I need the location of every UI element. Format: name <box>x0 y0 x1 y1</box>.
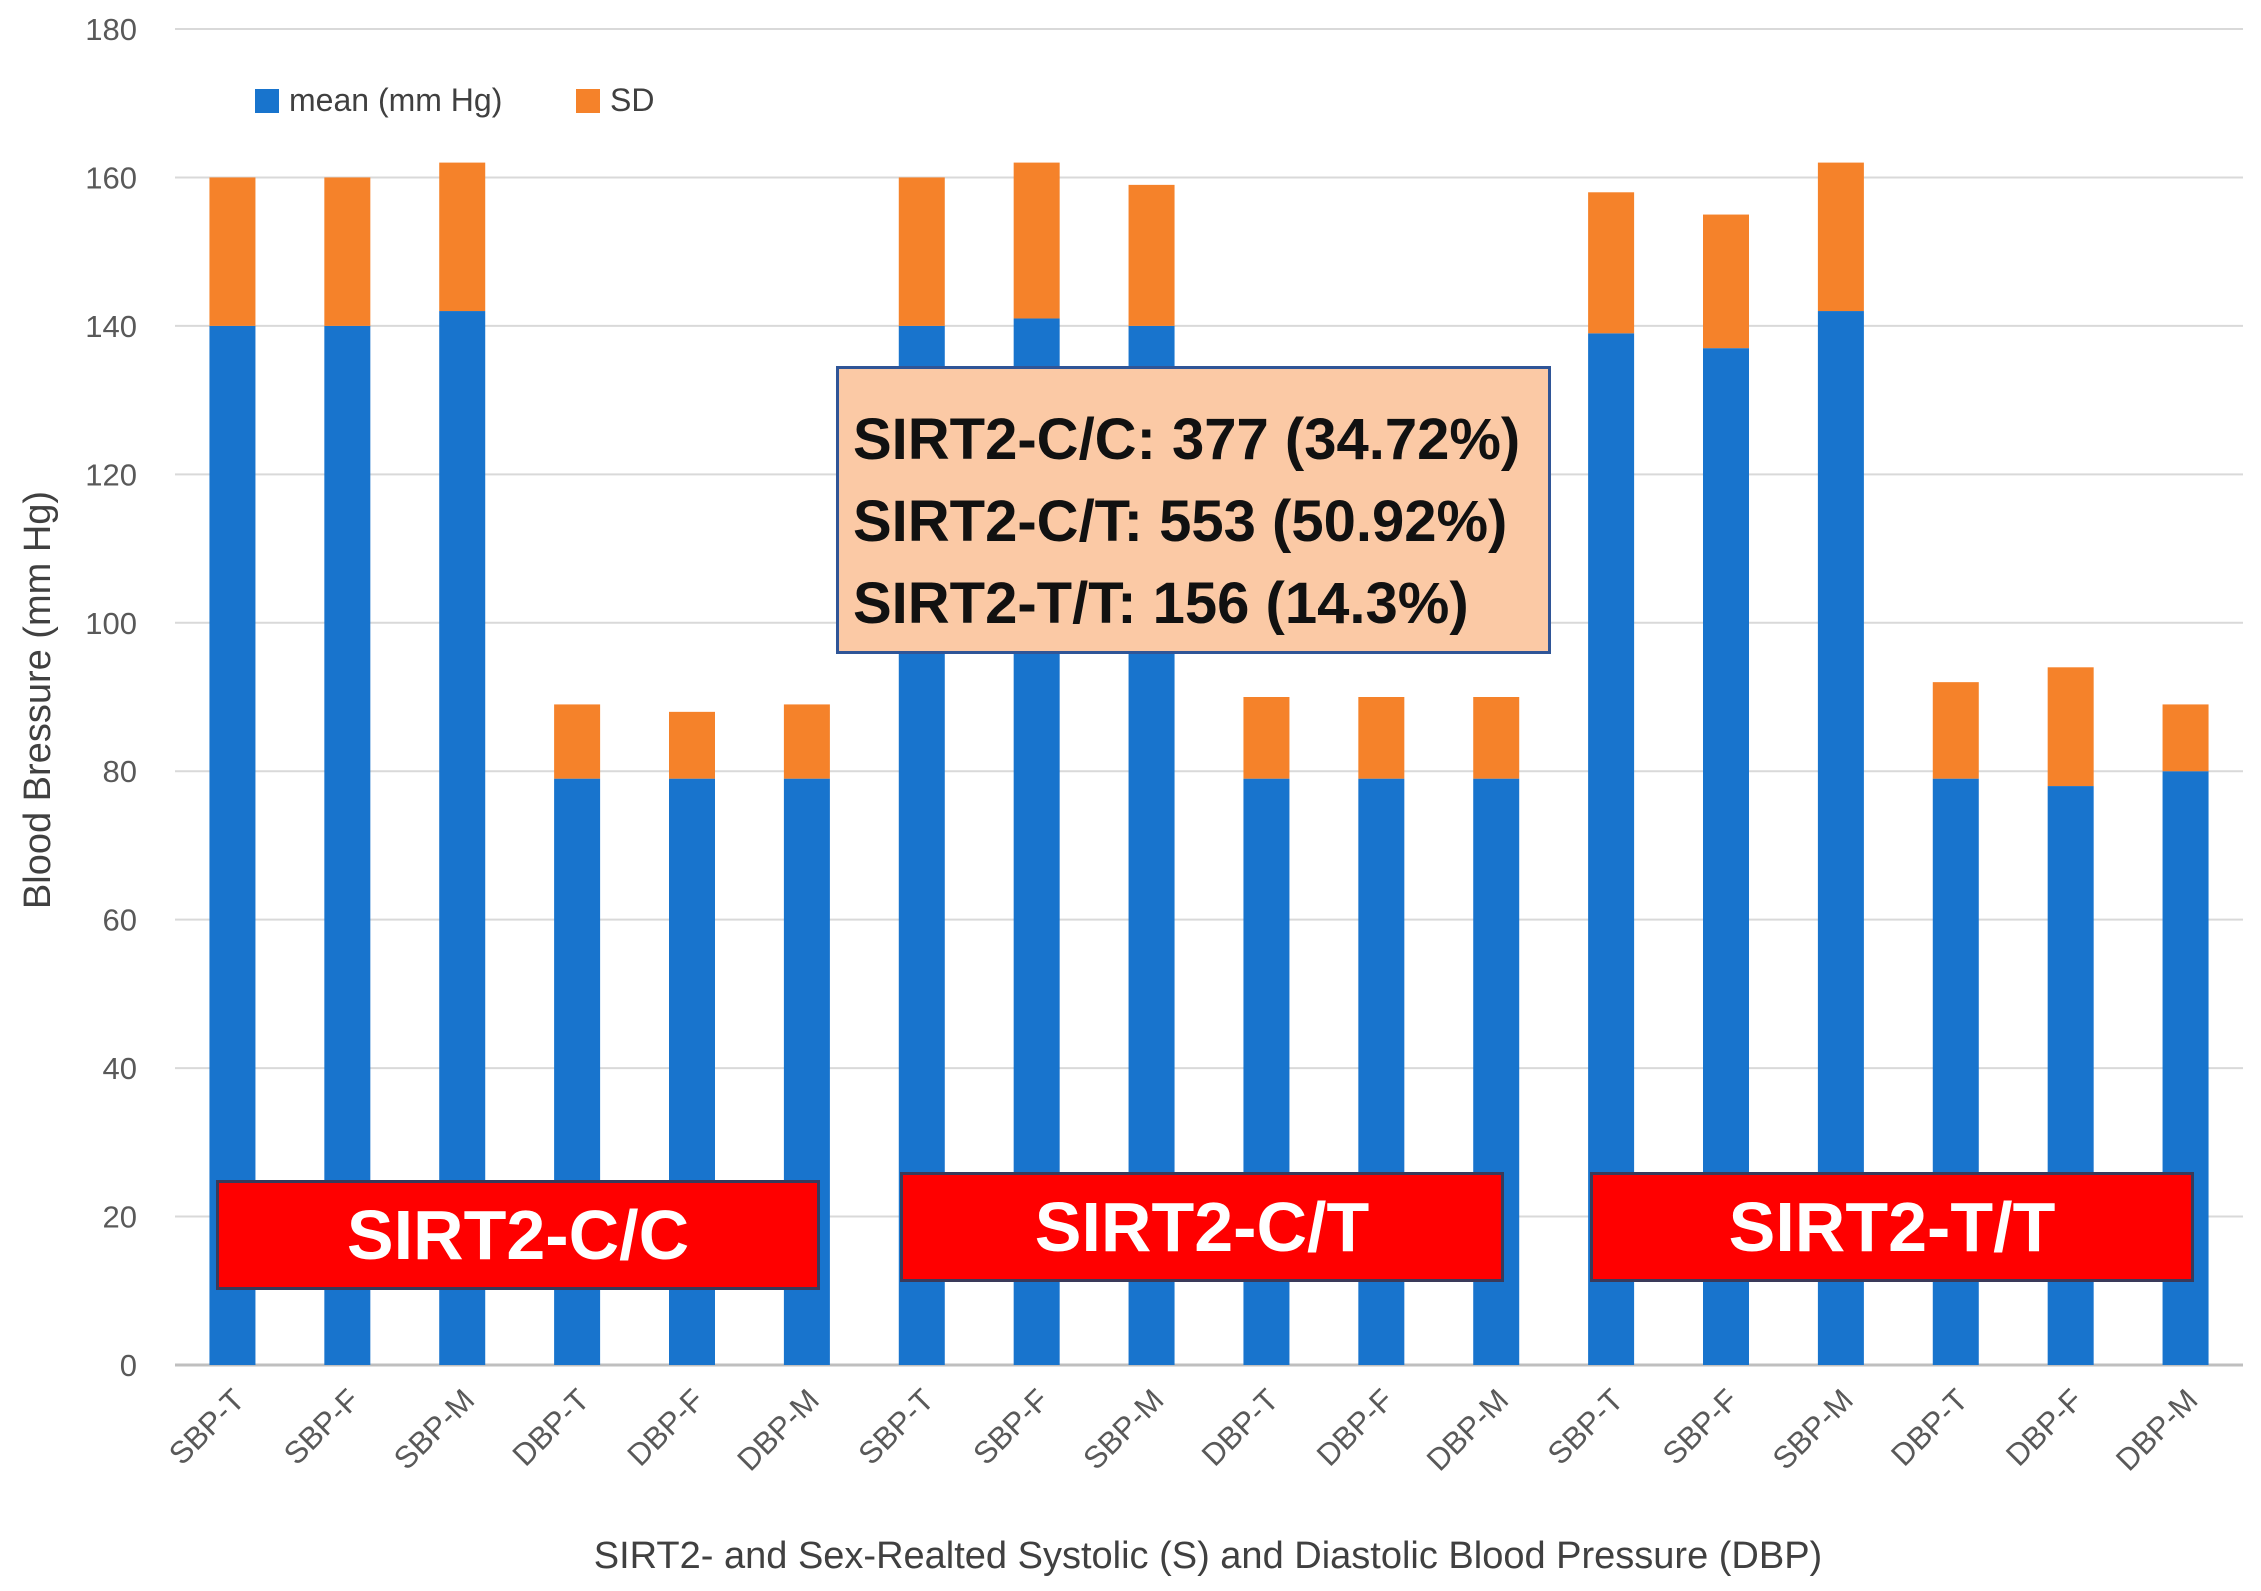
bar-sd <box>669 711 715 779</box>
info-line-cc: SIRT2-C/C: 377 (34.72%) <box>853 407 1521 472</box>
x-tick-label: SBP-M <box>387 1382 481 1476</box>
x-tick-label: SBP-F <box>1656 1382 1745 1471</box>
group-label-tt: SIRT2-T/T <box>1590 1172 2194 1282</box>
y-tick-label: 0 <box>120 1348 137 1383</box>
bar-sd <box>1703 214 1749 349</box>
x-tick-label: DBP-F <box>1999 1382 2090 1473</box>
x-tick-label: SBP-F <box>966 1382 1055 1471</box>
bar-sd <box>1013 162 1060 319</box>
bar-sd <box>1932 682 1979 779</box>
y-tick-label: 100 <box>85 606 137 641</box>
y-tick-label: 20 <box>103 1200 137 1235</box>
y-axis-title: Blood Bressure (mm Hg) <box>17 491 59 909</box>
info-line-tt: SIRT2-T/T: 156 (14.3%) <box>853 571 1469 636</box>
x-tick-label: SBP-T <box>851 1382 940 1471</box>
bar-sd <box>1243 697 1290 779</box>
genotype-count-box: SIRT2-C/C: 377 (34.72%) SIRT2-C/T: 553 (… <box>836 366 1551 654</box>
legend: mean (mm Hg) SD <box>255 82 654 118</box>
x-tick-label: DBP-M <box>1420 1382 1515 1477</box>
bar-sd <box>2162 704 2209 772</box>
x-tick-label: DBP-M <box>2109 1382 2204 1477</box>
group-label-cc: SIRT2-C/C <box>216 1180 820 1290</box>
x-tick-label: SBP-T <box>1541 1382 1630 1471</box>
y-tick-label: 60 <box>103 903 137 938</box>
x-tick-label: DBP-T <box>1195 1382 1286 1473</box>
y-tick-label: 160 <box>85 160 137 195</box>
bar-sd <box>1588 192 1635 334</box>
y-tick-label: 120 <box>85 457 137 492</box>
group-label-ct: SIRT2-C/T <box>900 1172 1504 1282</box>
legend-swatch-mean <box>255 89 279 113</box>
info-line-ct: SIRT2-C/T: 553 (50.92%) <box>853 489 1508 554</box>
bar-sd <box>898 177 945 326</box>
bar-sd <box>324 177 371 326</box>
x-tick-label: SBP-M <box>1076 1382 1170 1476</box>
x-tick-label: DBP-F <box>1310 1382 1401 1473</box>
bar-sd <box>783 704 830 779</box>
y-tick-label: 80 <box>103 754 137 789</box>
y-tick-labels: 0 20 40 60 80 100 120 140 160 180 <box>85 12 137 1383</box>
y-tick-label: 140 <box>85 309 137 344</box>
legend-label-mean: mean (mm Hg) <box>289 82 502 118</box>
y-tick-label: 180 <box>85 12 137 47</box>
legend-swatch-sd <box>576 89 600 113</box>
bar-sd <box>1128 184 1175 326</box>
x-axis-title: SIRT2- and Sex-Realted Systolic (S) and … <box>594 1535 1822 1577</box>
legend-label-sd: SD <box>610 82 654 118</box>
x-tick-label: DBP-T <box>1884 1382 1975 1473</box>
x-tick-label: SBP-T <box>162 1382 251 1471</box>
x-tick-labels: SBP-T SBP-F SBP-M DBP-T DBP-F DBP-M SBP-T SBP-F… <box>162 1382 2204 1477</box>
bar-sd <box>554 704 601 779</box>
bar-sd <box>209 177 256 326</box>
bar-sd <box>1473 697 1520 779</box>
x-tick-label: DBP-T <box>506 1382 597 1473</box>
bar-sd <box>439 162 486 312</box>
x-tick-label: DBP-F <box>620 1382 711 1473</box>
bar-sd <box>1817 162 1864 312</box>
bar-sd <box>1358 697 1405 779</box>
y-tick-label: 40 <box>103 1051 137 1086</box>
x-tick-label: DBP-M <box>730 1382 825 1477</box>
bar-sd <box>2047 667 2094 787</box>
x-tick-label: SBP-M <box>1766 1382 1860 1476</box>
x-tick-label: SBP-F <box>277 1382 366 1471</box>
